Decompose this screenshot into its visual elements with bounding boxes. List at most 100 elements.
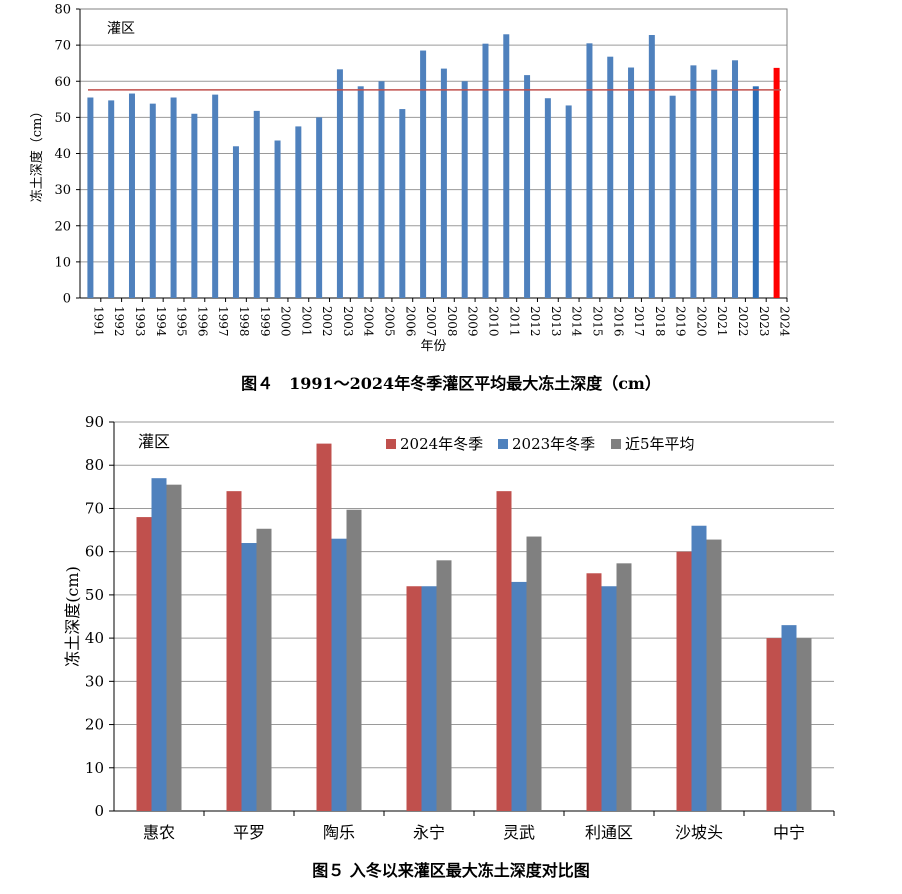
c2-xtick-label: 灵武	[503, 823, 535, 842]
c2-bar-永宁-近5年平均	[436, 560, 452, 811]
c2-annotation: 灌区	[138, 432, 170, 451]
c2-bar-灵武-近5年平均	[526, 536, 542, 811]
c1-xtick-label: 1992	[112, 306, 126, 337]
c2-legend-swatch-1	[498, 439, 508, 449]
c2-ytick-label: 0	[94, 802, 104, 820]
c1-xtick-label: 1991	[91, 306, 105, 337]
c2-bar-平罗-近5年平均	[256, 528, 272, 811]
c1-ytick-label: 50	[54, 111, 71, 126]
c1-xtick-label: 2006	[403, 306, 417, 337]
c2-ytick-label: 20	[85, 716, 104, 734]
c2-ytick-label: 80	[85, 456, 104, 474]
c1-xtick-label: 2019	[674, 306, 688, 337]
c1-bar-2014	[565, 105, 572, 298]
c1-bar-2006	[399, 109, 406, 298]
c1-xtick-label: 2002	[320, 306, 334, 337]
c1-bar-1998	[232, 146, 239, 298]
c1-bar-2021	[711, 69, 718, 298]
c1-xtick-label: 2017	[632, 306, 646, 337]
chart1-caption: 图４ 1991～2024年冬季灌区平均最大冻土深度（cm）	[241, 374, 661, 393]
c1-bar-2022	[732, 60, 739, 298]
c1-ytick-label: 80	[54, 3, 71, 18]
c1-xtick-label: 1994	[154, 306, 168, 337]
c1-xtick-label: 2005	[383, 306, 397, 337]
c2-legend-label-0: 2024年冬季	[400, 435, 483, 453]
c1-bar-2010	[482, 43, 489, 299]
c1-bar-2016	[607, 56, 614, 299]
c1-xtick-label: 2020	[694, 306, 708, 337]
c2-ylabel: 冻土深度(cm)	[63, 566, 82, 667]
c1-xtick-label: 2009	[466, 306, 480, 337]
c1-bar-2011	[503, 34, 510, 298]
c2-bar-沙坡头-2024年冬季	[676, 551, 692, 811]
c2-bar-惠农-2023年冬季	[151, 478, 167, 811]
c2-ytick-label: 10	[85, 759, 104, 777]
c1-bar-2012	[524, 75, 531, 298]
c1-xtick-label: 2013	[549, 306, 563, 337]
c1-bar-1994	[149, 103, 156, 299]
c1-bar-2019	[669, 95, 676, 298]
c1-xtick-label: 2014	[570, 306, 584, 337]
c1-ylabel: 冻土深度（cm）	[29, 105, 45, 203]
c1-ytick-label: 20	[54, 219, 71, 234]
c1-xlabel: 年份	[420, 339, 446, 354]
c2-bar-陶乐-2024年冬季	[316, 443, 332, 811]
c1-bar-2015	[586, 43, 593, 298]
c2-legend-label-1: 2023年冬季	[512, 435, 595, 453]
c1-bar-1991	[87, 97, 94, 298]
c2-bar-永宁-2024年冬季	[406, 586, 422, 811]
c2-ytick-label: 50	[85, 586, 104, 604]
c1-xtick-label: 2008	[445, 306, 459, 337]
c1-bar-2020	[690, 65, 697, 298]
c2-legend-swatch-2	[611, 439, 621, 449]
c2-legend-swatch-0	[386, 439, 396, 449]
c1-xtick-label: 2023	[757, 306, 771, 337]
c2-bar-中宁-近5年平均	[796, 638, 812, 811]
c1-xtick-label: 2011	[507, 306, 521, 337]
c2-bar-平罗-2024年冬季	[226, 491, 242, 811]
c1-xtick-label: 2021	[715, 306, 729, 337]
c1-xtick-label: 2000	[279, 306, 293, 337]
c1-bar-2004	[357, 86, 364, 299]
c2-xtick-label: 惠农	[143, 823, 175, 842]
c2-bar-陶乐-2023年冬季	[331, 538, 347, 811]
c2-bar-灵武-2023年冬季	[511, 581, 527, 811]
c2-xtick-label: 永宁	[413, 823, 445, 842]
c2-bar-利通区-2024年冬季	[586, 573, 602, 811]
c2-bar-中宁-2023年冬季	[781, 625, 797, 811]
c2-bar-沙坡头-近5年平均	[706, 539, 722, 811]
c1-xtick-label: 2018	[653, 306, 667, 337]
c1-bar-2008	[440, 68, 447, 298]
c1-xtick-label: 2016	[611, 306, 625, 337]
c1-ytick-label: 70	[54, 39, 71, 54]
c2-xtick-label: 利通区	[585, 823, 633, 842]
c1-xtick-label: 2012	[528, 306, 542, 337]
c1-bar-1992	[108, 100, 115, 299]
c2-ytick-label: 60	[85, 543, 104, 561]
c2-ytick-label: 40	[85, 629, 104, 647]
c2-xtick-label: 平罗	[233, 823, 265, 842]
c2-bar-利通区-2023年冬季	[601, 586, 617, 811]
c1-bar-2001	[295, 126, 302, 298]
c1-ytick-label: 40	[54, 147, 71, 162]
chart-frozen-depth-by-station: 0 10 20 30 40 50 60 70 80 90 惠农 平罗 陶乐 永宁 灵武 利通区 沙坡头 中宁 灌区冻…	[63, 413, 835, 842]
c1-xtick-label: 1997	[216, 306, 230, 337]
chart-frozen-depth-by-year: 0 10 20 30 40 50 60 70 80 1991 1992 1993 1994 1995 199…	[29, 3, 792, 355]
c1-xtick-label: 1999	[258, 306, 272, 337]
c1-xtick-label: 2015	[590, 306, 604, 337]
c1-bar-2000	[274, 140, 281, 298]
c2-legend-label-2: 近5年平均	[625, 435, 695, 453]
c1-xtick-label: 2022	[736, 306, 750, 337]
c1-xtick-label: 2007	[424, 306, 438, 337]
c1-bar-2024	[773, 67, 780, 298]
c2-bar-利通区-近5年平均	[616, 563, 632, 811]
c1-bar-2018	[648, 35, 655, 298]
c1-xtick-label: 1998	[237, 306, 251, 337]
c2-xtick-label: 中宁	[773, 823, 805, 842]
c2-ytick-label: 30	[85, 672, 104, 690]
c1-xtick-label: 2004	[362, 306, 376, 337]
c2-ytick-label: 90	[85, 413, 104, 431]
c2-bar-陶乐-近5年平均	[346, 509, 362, 811]
c1-bar-1999	[253, 110, 260, 298]
chart2-caption: 图５ 入冬以来灌区最大冻土深度对比图	[312, 861, 590, 880]
